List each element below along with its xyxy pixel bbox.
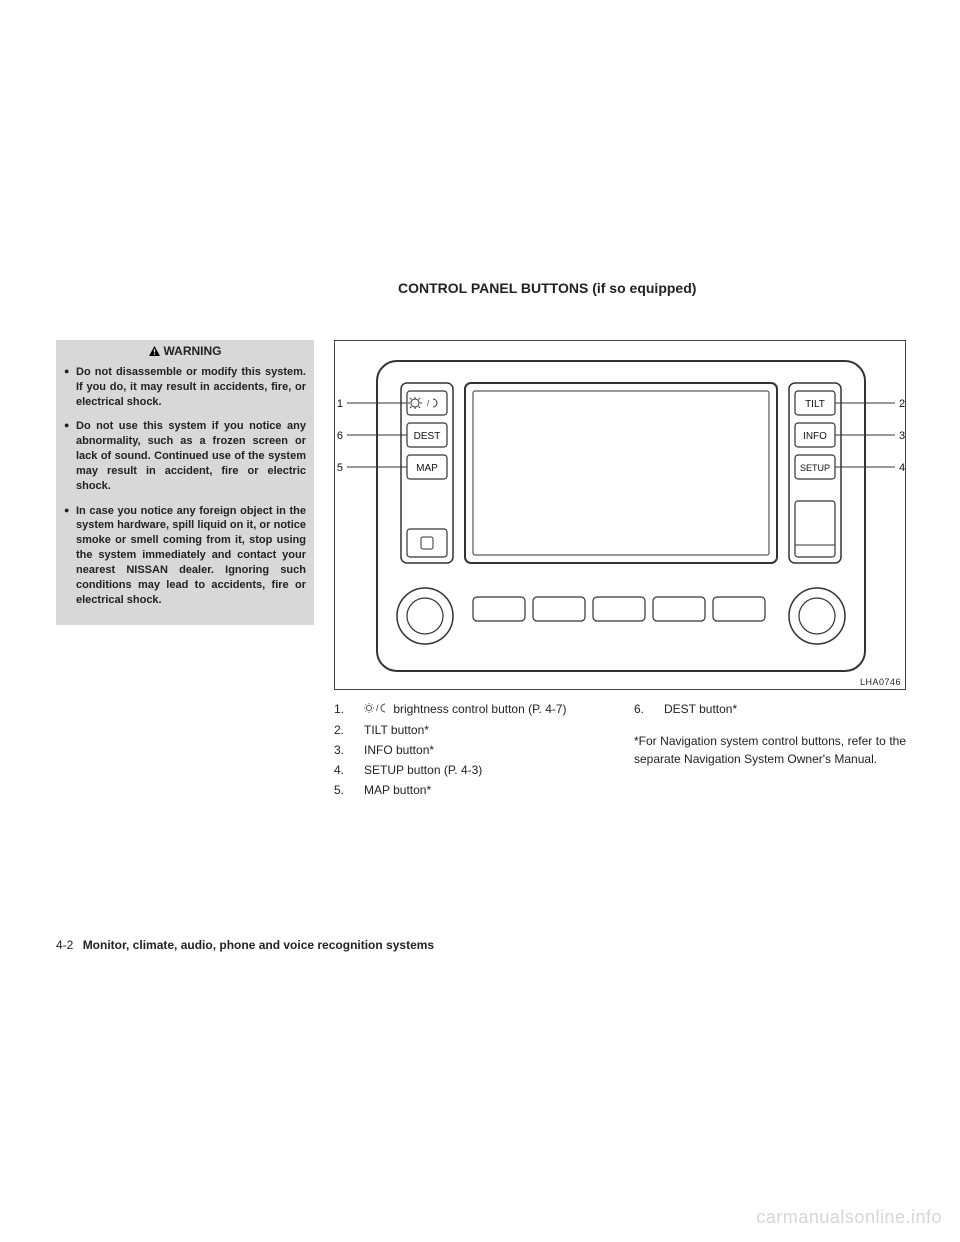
warning-triangle-icon [149,345,160,359]
legend-num: 6. [634,700,648,718]
legend-item: 3. INFO button* [334,741,606,759]
legend-item: 2. TILT button* [334,721,606,739]
legend-text: / brightness control button (P. 4-7) [364,700,567,719]
warning-box: WARNING Do not disassemble or modify thi… [56,340,314,625]
legend-right: 6. DEST button* *For Navigation system co… [634,700,906,801]
legend-label: TILT button* [364,721,429,739]
warning-item: Do not disassemble or modify this system… [64,365,306,410]
diagram-btn-dest: DEST [414,431,441,442]
callout-3: 3 [899,430,905,442]
diagram-btn-tilt: TILT [805,399,825,410]
section-title-bold: CONTROL PANEL BUTTONS [398,280,588,296]
legend-left: 1. / [334,700,606,801]
svg-text:/: / [376,703,379,713]
legend-label: INFO button* [364,741,434,759]
watermark: carmanualsonline.info [756,1207,942,1228]
control-panel-diagram: / DEST MAP TILT INFO SETUP [334,340,906,690]
legend-note: *For Navigation system control buttons, … [634,732,906,768]
page-footer: 4-2 Monitor, climate, audio, phone and v… [56,938,434,952]
legend-num: 2. [334,721,348,739]
callout-4: 4 [899,462,905,474]
warning-column: WARNING Do not disassemble or modify thi… [56,340,314,801]
page-section-title: Monitor, climate, audio, phone and voice… [83,938,434,952]
legend-num: 3. [334,741,348,759]
legend-item: 4. SETUP button (P. 4-3) [334,761,606,779]
svg-text:/: / [427,399,430,408]
legend-item: 5. MAP button* [334,781,606,799]
diagram-btn-info: INFO [803,431,827,442]
legend-item: 1. / [334,700,606,719]
warning-list: Do not disassemble or modify this system… [56,365,314,626]
legend-label: DEST button* [664,700,737,718]
legend-num: 1. [334,700,348,719]
callout-2: 2 [899,398,905,410]
diagram-btn-map: MAP [416,463,438,474]
diagram-btn-setup: SETUP [800,463,830,473]
brightness-day-night-icon: / [364,701,390,719]
warning-label: WARNING [164,344,222,358]
legend-label: SETUP button (P. 4-3) [364,761,482,779]
section-title-light: (if so equipped) [592,280,696,296]
warning-item: Do not use this system if you notice any… [64,419,306,493]
warning-header: WARNING [56,340,314,365]
callout-1: 1 [337,398,343,410]
legend-num: 4. [334,761,348,779]
page-number: 4-2 [56,938,73,952]
callout-5: 5 [337,462,343,474]
legend-label: MAP button* [364,781,431,799]
warning-item: In case you notice any foreign object in… [64,504,306,608]
section-title: CONTROL PANEL BUTTONS (if so equipped) [398,280,696,298]
legend-label: brightness control button (P. 4-7) [393,702,566,716]
callout-6: 6 [337,430,343,442]
legend-item: 6. DEST button* [634,700,906,718]
diagram-code: LHA0746 [860,677,901,687]
legend-num: 5. [334,781,348,799]
